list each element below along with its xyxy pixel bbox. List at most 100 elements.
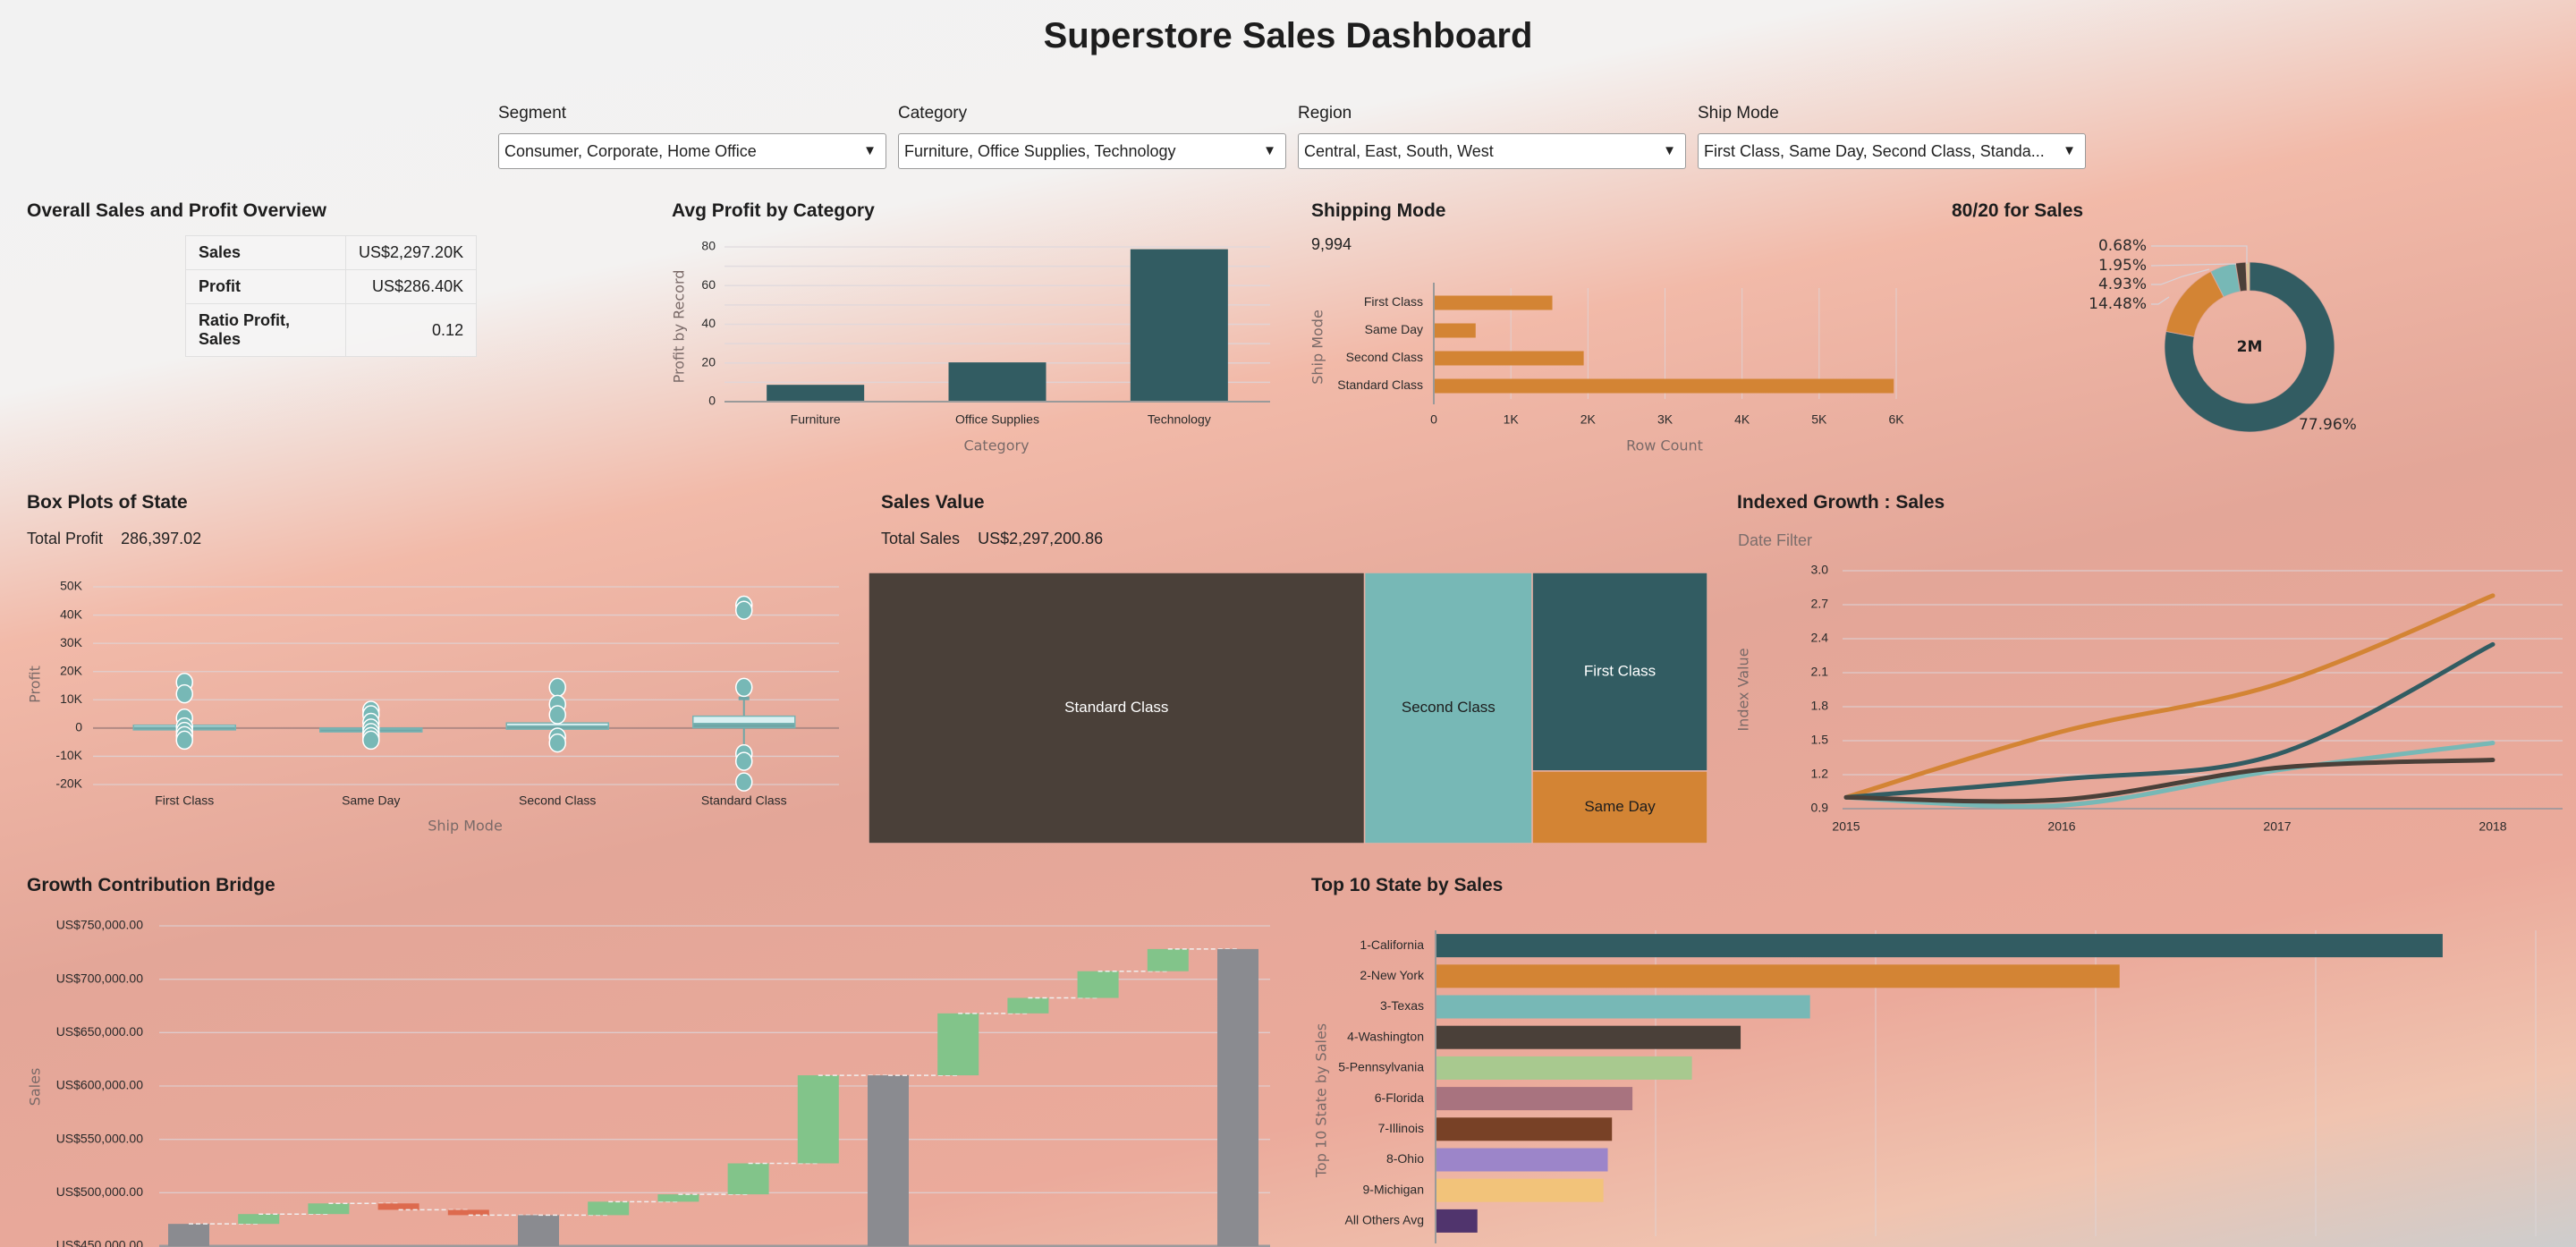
filter-dropdown-ship-mode[interactable]: First Class, Same Day, Second Class, Sta… <box>1698 133 2086 169</box>
slice-label: 4.93% <box>2098 276 2147 293</box>
x-tick-label: 0 <box>1430 412 1437 427</box>
y-tick-label: All Others Avg <box>1345 1213 1424 1227</box>
bar-6-florida <box>1436 1087 1633 1111</box>
overview-title: Overall Sales and Profit Overview <box>27 200 326 221</box>
y-tick-label: US$750,000.00 <box>56 918 144 932</box>
filter-label: Segment <box>498 104 567 123</box>
growth-bridge-chart: US$450,000.00 US$500,000.00 US$550,000.00 U… <box>27 918 1270 1247</box>
leader-line <box>2151 268 2210 285</box>
total-profit-label: Total Profit <box>27 530 104 547</box>
slice-label: 77.96% <box>2299 416 2357 434</box>
y-tick-label: US$650,000.00 <box>56 1024 144 1039</box>
box-plot-chart: -20K -10K 0 10K 20K 30K 40K 50K First Class Same … <box>27 579 839 835</box>
x-tick-label: Furniture <box>791 412 841 427</box>
y-tick-label: 2.1 <box>1811 665 1829 679</box>
sales-treemap-chart: Standard Class Second Class First Class Sam… <box>869 573 1707 844</box>
y-tick-label: 1.2 <box>1811 767 1829 781</box>
waterfall-bar-total <box>518 1215 559 1246</box>
box-plots-title: Box Plots of State <box>27 492 188 513</box>
donut-center-label: 2M <box>2237 338 2263 356</box>
indexed-growth-chart: 0.9 1.2 1.5 1.8 2.1 2.4 2.7 3.0 2015 2016 2017 2018… <box>1735 563 2563 834</box>
overview-value: US$286.40K <box>344 269 478 304</box>
y-tick-label: Standard Class <box>1337 377 1423 392</box>
avg-profit-title: Avg Profit by Category <box>672 200 875 221</box>
treemap-tile-first-class <box>1531 573 1707 772</box>
x-tick-label: 3K <box>1657 412 1674 427</box>
x-tick-label: First Class <box>155 793 214 808</box>
box-lower <box>692 723 796 729</box>
y-tick-label: 20K <box>60 663 83 677</box>
filter-dropdown-segment[interactable]: Consumer, Corporate, Home Office ▼ <box>498 133 886 169</box>
y-axis-title: Index Value <box>1735 648 1752 731</box>
y-tick-label: 9-Michigan <box>1363 1182 1424 1196</box>
overview-label: Ratio Profit, Sales <box>185 303 346 357</box>
treemap-label: Second Class <box>1402 699 1496 716</box>
total-sales-label: Total Sales <box>881 530 961 547</box>
chevron-down-icon[interactable]: ▼ <box>1663 143 1676 158</box>
waterfall-bar-increase <box>1007 997 1049 1014</box>
x-tick-label: Standard Class <box>701 793 787 808</box>
date-filter-label[interactable]: Date Filter <box>1738 531 1813 549</box>
leader-line <box>2151 245 2248 264</box>
leader-line <box>2151 296 2170 305</box>
waterfall-bar-decrease <box>377 1203 419 1210</box>
y-axis-title: Profit by Record <box>671 270 688 384</box>
x-tick-label: 1K <box>1504 412 1520 427</box>
outlier-point <box>548 705 566 725</box>
overview-row-ratio[interactable]: Ratio Profit, Sales 0.12 <box>185 303 478 357</box>
x-axis-title: Row Count <box>1626 437 1703 454</box>
chevron-down-icon[interactable]: ▼ <box>2063 143 2076 158</box>
y-tick-label: 40K <box>60 607 83 621</box>
pareto-donut-chart: 2M 77.96% 14.48% 4.93%1.95% 0.68% <box>2089 237 2357 434</box>
overview-row-profit[interactable]: Profit US$286.40K <box>185 269 478 304</box>
bar-2-new-york <box>1436 964 2120 988</box>
y-tick-label: Second Class <box>1346 350 1423 364</box>
overview-label: Sales <box>185 235 346 270</box>
top10-title: Top 10 State by Sales <box>1311 875 1504 895</box>
whisker-cap <box>738 696 750 700</box>
total-sales-kpi: Total Sales US$2,297,200.86 <box>881 530 1103 548</box>
chevron-down-icon[interactable]: ▼ <box>1263 143 1276 158</box>
treemap-tile-same-day <box>1531 770 1707 844</box>
slice-label: 1.95% <box>2098 257 2147 275</box>
filter-dropdown-region[interactable]: Central, East, South, West ▼ <box>1298 133 1686 169</box>
waterfall-bar-total <box>1217 948 1258 1246</box>
waterfall-bar-increase <box>1077 971 1119 998</box>
waterfall-bar-increase <box>238 1214 280 1225</box>
outlier-point <box>548 733 566 753</box>
donut-slice <box>2165 270 2224 337</box>
x-tick-label: 4K <box>1734 412 1750 427</box>
y-tick-label: 10K <box>60 691 83 706</box>
shipping-mode-title: Shipping Mode <box>1311 200 1446 221</box>
donut-slice <box>2164 261 2335 433</box>
y-tick-label: US$550,000.00 <box>56 1131 144 1145</box>
y-tick-label: First Class <box>1364 294 1423 309</box>
shipping-mode-count: 9,994 <box>1311 235 1352 253</box>
total-profit-value: 286,397.02 <box>121 530 202 547</box>
overview-row-sales[interactable]: Sales US$2,297.20K <box>185 235 478 270</box>
y-tick-label: 4-Washington <box>1347 1029 1424 1043</box>
pareto-title: 80/20 for Sales <box>1952 200 2084 221</box>
waterfall-bar-decrease <box>447 1209 489 1216</box>
filter-dropdown-category[interactable]: Furniture, Office Supplies, Technology ▼ <box>898 133 1286 169</box>
y-tick-label: 5-Pennsylvania <box>1338 1060 1424 1074</box>
treemap-label: Standard Class <box>1064 699 1168 716</box>
treemap-label: First Class <box>1584 662 1656 679</box>
top10-states-chart: 1-California 2-New York 3-Texas 4-Washingto… <box>1313 930 2537 1243</box>
total-profit-kpi: Total Profit 286,397.02 <box>27 530 201 548</box>
y-tick-label: 0 <box>708 394 716 408</box>
bar-technology <box>1130 249 1228 402</box>
y-tick-label: 20 <box>701 354 716 369</box>
x-tick-label: 2K <box>1580 412 1597 427</box>
chevron-down-icon[interactable]: ▼ <box>863 143 877 158</box>
bar-second-class <box>1434 351 1584 366</box>
treemap-tile-standard-class <box>869 573 1366 844</box>
outlier-point <box>548 677 566 698</box>
y-tick-label: US$450,000.00 <box>56 1238 144 1247</box>
waterfall-bar-increase <box>588 1201 630 1216</box>
y-tick-label: 2.4 <box>1811 631 1829 645</box>
y-tick-label: 80 <box>701 239 716 253</box>
growth-bridge-title: Growth Contribution Bridge <box>27 875 275 895</box>
x-tick-label: 2018 <box>2479 819 2506 834</box>
bar-8-ohio <box>1436 1148 1608 1172</box>
